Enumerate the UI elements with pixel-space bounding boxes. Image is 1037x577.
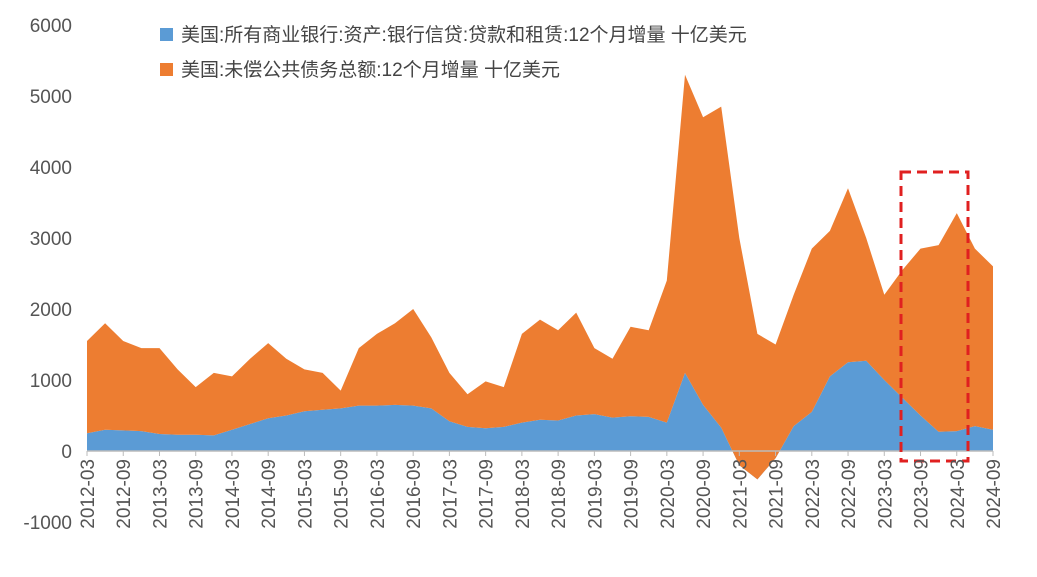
x-tick-label: 2013-09 (187, 459, 208, 529)
y-tick-label: 3000 (30, 229, 72, 250)
x-tick-label: 2023-09 (912, 459, 933, 529)
x-tick-label: 2016-03 (368, 459, 389, 529)
x-tick-label: 2014-03 (223, 459, 244, 529)
area (87, 74, 993, 480)
y-tick-label: 6000 (30, 16, 72, 37)
x-tick-label: 2024-09 (984, 459, 1005, 529)
x-tick-label: 2022-09 (839, 459, 860, 529)
legend-swatch (160, 63, 173, 76)
legend-label: 美国:所有商业银行:资产:银行信贷:贷款和租赁:12个月增量 十亿美元 (181, 24, 747, 46)
legend-swatch (160, 28, 173, 41)
y-tick-label: 0 (61, 442, 72, 463)
x-tick-label: 2017-03 (440, 459, 461, 529)
x-tick-label: 2018-03 (513, 459, 534, 529)
y-tick-label: 1000 (30, 371, 72, 392)
x-tick-label: 2015-09 (332, 459, 353, 529)
x-tick-label: 2021-09 (767, 459, 788, 529)
y-tick-label: 5000 (30, 87, 72, 108)
x-tick-label: 2024-03 (948, 459, 969, 529)
x-tick-label: 2018-09 (549, 459, 570, 529)
x-tick-label: 2020-09 (694, 459, 715, 529)
x-tick-label: 2016-09 (404, 459, 425, 529)
area (87, 360, 993, 480)
x-tick-label: 2022-03 (803, 459, 824, 529)
y-tick-label: 2000 (30, 300, 72, 321)
x-tick-label: 2023-03 (875, 459, 896, 529)
x-tick-label: 2019-03 (585, 459, 606, 529)
x-tick-label: 2021-03 (730, 459, 751, 529)
x-tick-label: 2013-03 (150, 459, 171, 529)
x-tick-label: 2020-03 (658, 459, 679, 529)
x-tick-label: 2012-03 (78, 459, 99, 529)
legend-label: 美国:未偿公共债务总额:12个月增量 十亿美元 (181, 59, 560, 81)
highlight-box (899, 170, 970, 463)
x-tick-label: 2019-09 (622, 459, 643, 529)
x-tick-label: 2015-03 (295, 459, 316, 529)
x-tick-label: 2017-09 (477, 459, 498, 529)
y-tick-label: 4000 (30, 158, 72, 179)
x-tick-label: 2012-09 (114, 459, 135, 529)
y-tick-label: -1000 (23, 513, 72, 534)
x-tick-label: 2014-09 (259, 459, 280, 529)
